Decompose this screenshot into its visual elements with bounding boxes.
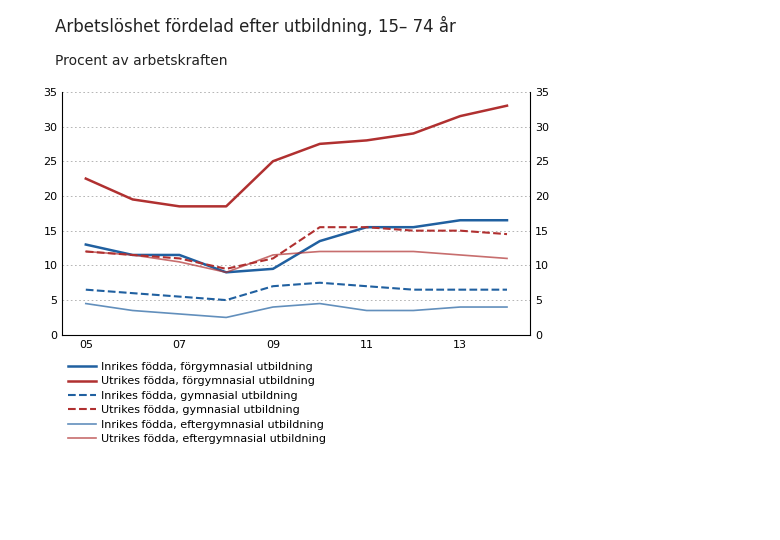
Utrikes födda, förgymnasial utbildning — [409, 130, 418, 137]
Utrikes födda, gymnasial utbildning — [315, 224, 324, 231]
Inrikes födda, gymnasial utbildning — [409, 286, 418, 293]
Inrikes födda, förgymnasial utbildning — [268, 266, 278, 272]
Inrikes födda, förgymnasial utbildning — [315, 238, 324, 244]
Inrikes födda, eftergymnasial utbildning — [268, 304, 278, 310]
Inrikes födda, förgymnasial utbildning — [222, 269, 231, 275]
Inrikes födda, gymnasial utbildning — [175, 293, 184, 300]
Utrikes födda, eftergymnasial utbildning — [268, 252, 278, 258]
Utrikes födda, eftergymnasial utbildning — [409, 248, 418, 255]
Inrikes födda, gymnasial utbildning — [456, 286, 465, 293]
Utrikes födda, förgymnasial utbildning — [81, 176, 90, 182]
Utrikes födda, gymnasial utbildning — [268, 255, 278, 262]
Text: Procent av arbetskraften: Procent av arbetskraften — [55, 54, 227, 68]
Inrikes födda, eftergymnasial utbildning — [362, 307, 371, 314]
Utrikes födda, eftergymnasial utbildning — [502, 255, 512, 262]
Utrikes födda, eftergymnasial utbildning — [222, 269, 231, 275]
Utrikes födda, eftergymnasial utbildning — [456, 252, 465, 258]
Text: Arbetslöshet fördelad efter utbildning, 15– 74 år: Arbetslöshet fördelad efter utbildning, … — [55, 16, 456, 36]
Legend: Inrikes födda, förgymnasial utbildning, Utrikes födda, förgymnasial utbildning, : Inrikes födda, förgymnasial utbildning, … — [68, 362, 326, 444]
Inrikes födda, eftergymnasial utbildning — [409, 307, 418, 314]
Inrikes födda, gymnasial utbildning — [362, 283, 371, 289]
Utrikes födda, förgymnasial utbildning — [128, 196, 137, 202]
Inrikes födda, förgymnasial utbildning — [128, 252, 137, 258]
Line: Inrikes födda, förgymnasial utbildning: Inrikes födda, förgymnasial utbildning — [86, 220, 507, 272]
Utrikes födda, gymnasial utbildning — [409, 227, 418, 234]
Utrikes födda, eftergymnasial utbildning — [81, 248, 90, 255]
Inrikes födda, gymnasial utbildning — [268, 283, 278, 289]
Inrikes födda, eftergymnasial utbildning — [81, 300, 90, 307]
Utrikes födda, förgymnasial utbildning — [315, 140, 324, 147]
Utrikes födda, förgymnasial utbildning — [222, 203, 231, 210]
Utrikes födda, gymnasial utbildning — [81, 248, 90, 255]
Inrikes födda, förgymnasial utbildning — [409, 224, 418, 231]
Utrikes födda, eftergymnasial utbildning — [315, 248, 324, 255]
Utrikes födda, gymnasial utbildning — [175, 255, 184, 262]
Inrikes födda, eftergymnasial utbildning — [175, 310, 184, 317]
Utrikes födda, gymnasial utbildning — [502, 231, 512, 238]
Inrikes födda, förgymnasial utbildning — [502, 217, 512, 224]
Inrikes födda, förgymnasial utbildning — [81, 241, 90, 248]
Utrikes födda, förgymnasial utbildning — [362, 137, 371, 144]
Inrikes födda, gymnasial utbildning — [128, 290, 137, 296]
Inrikes födda, förgymnasial utbildning — [456, 217, 465, 224]
Inrikes födda, eftergymnasial utbildning — [456, 304, 465, 310]
Line: Utrikes födda, eftergymnasial utbildning: Utrikes födda, eftergymnasial utbildning — [86, 252, 507, 272]
Inrikes födda, eftergymnasial utbildning — [128, 307, 137, 314]
Utrikes födda, gymnasial utbildning — [222, 266, 231, 272]
Utrikes födda, gymnasial utbildning — [128, 252, 137, 258]
Utrikes födda, eftergymnasial utbildning — [175, 259, 184, 265]
Utrikes födda, gymnasial utbildning — [456, 227, 465, 234]
Line: Inrikes födda, eftergymnasial utbildning: Inrikes födda, eftergymnasial utbildning — [86, 303, 507, 318]
Line: Inrikes födda, gymnasial utbildning: Inrikes födda, gymnasial utbildning — [86, 283, 507, 300]
Inrikes födda, förgymnasial utbildning — [362, 224, 371, 231]
Utrikes födda, förgymnasial utbildning — [456, 113, 465, 119]
Utrikes födda, förgymnasial utbildning — [502, 103, 512, 109]
Line: Utrikes födda, förgymnasial utbildning: Utrikes födda, förgymnasial utbildning — [86, 106, 507, 206]
Inrikes födda, gymnasial utbildning — [502, 286, 512, 293]
Inrikes födda, eftergymnasial utbildning — [222, 314, 231, 321]
Inrikes födda, gymnasial utbildning — [315, 280, 324, 286]
Line: Utrikes födda, gymnasial utbildning: Utrikes födda, gymnasial utbildning — [86, 227, 507, 269]
Utrikes födda, eftergymnasial utbildning — [362, 248, 371, 255]
Utrikes födda, förgymnasial utbildning — [268, 158, 278, 165]
Inrikes födda, gymnasial utbildning — [81, 286, 90, 293]
Inrikes födda, gymnasial utbildning — [222, 297, 231, 303]
Utrikes födda, förgymnasial utbildning — [175, 203, 184, 210]
Inrikes födda, förgymnasial utbildning — [175, 252, 184, 258]
Inrikes födda, eftergymnasial utbildning — [315, 300, 324, 307]
Utrikes födda, eftergymnasial utbildning — [128, 252, 137, 258]
Inrikes födda, eftergymnasial utbildning — [502, 304, 512, 310]
Utrikes födda, gymnasial utbildning — [362, 224, 371, 231]
